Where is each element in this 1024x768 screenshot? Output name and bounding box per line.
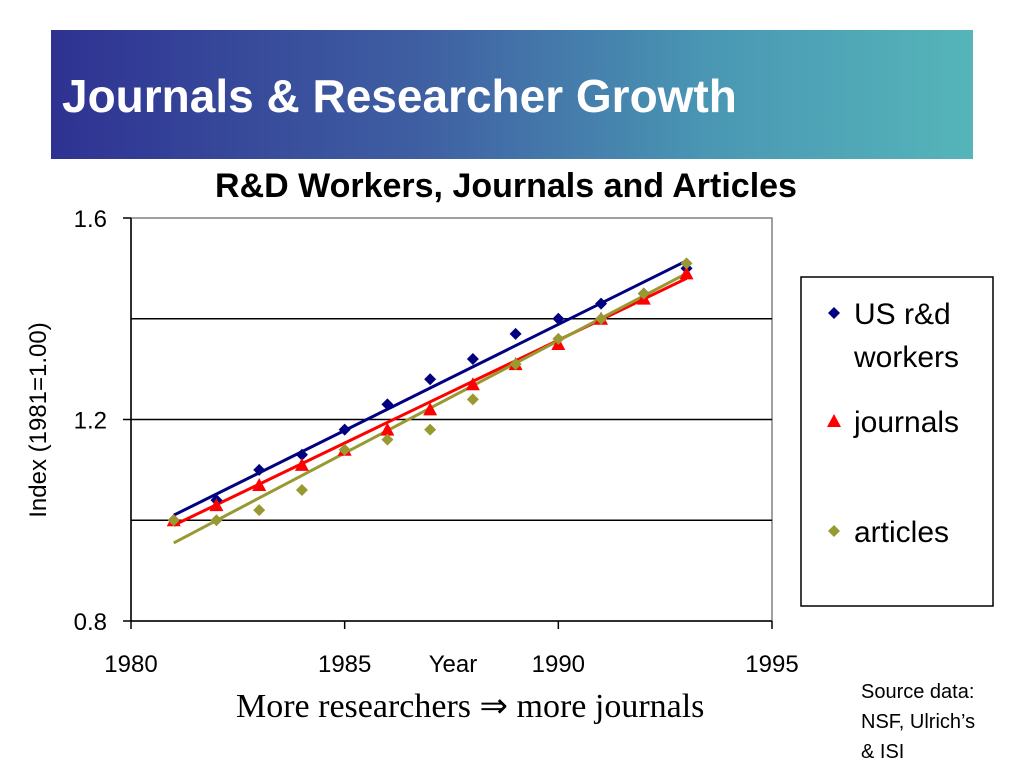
legend-marker-2 xyxy=(827,414,841,427)
series-3-point xyxy=(552,332,565,345)
chart-title: R&D Workers, Journals and Articles xyxy=(215,167,797,205)
data-markers xyxy=(166,257,694,527)
legend-label-3: articles xyxy=(854,516,949,549)
x-tick-label: 1995 xyxy=(745,651,798,678)
series-3-point xyxy=(338,443,351,456)
series-3-point xyxy=(210,514,223,527)
source-line: & ISI xyxy=(861,741,905,763)
y-tick-label: 0.8 xyxy=(74,609,107,636)
series-3-point xyxy=(637,287,650,300)
series-2-point xyxy=(294,457,309,471)
x-tick-label: 1980 xyxy=(104,651,157,678)
tick-labels: 1980 1985 1990 1995 0.8 1.2 1.6 xyxy=(74,206,799,678)
series-1-point xyxy=(595,297,608,310)
series-3-point xyxy=(595,312,608,325)
series-1-point xyxy=(338,423,351,436)
source-line: Source data: xyxy=(861,681,975,703)
series-3-point xyxy=(466,393,479,406)
legend-marker-1 xyxy=(828,307,840,319)
series-1-point xyxy=(295,448,308,461)
legend-box xyxy=(800,276,994,607)
y-tick-label: 1.2 xyxy=(74,408,107,435)
series-1-point xyxy=(466,353,479,366)
series-3-point xyxy=(381,433,394,446)
series-2-point xyxy=(465,377,480,391)
y-tick-label: 1.6 xyxy=(74,206,107,233)
series-3-point xyxy=(424,423,437,436)
x-tick-label: 1985 xyxy=(318,651,371,678)
axes xyxy=(123,217,773,629)
series-2-point xyxy=(209,498,224,512)
legend-label-2: journals xyxy=(853,406,959,439)
series-3-point xyxy=(509,358,522,371)
series-1-point xyxy=(509,327,522,340)
source-line: NSF, Ulrich’s xyxy=(861,711,976,733)
y-axis-title: Index (1981=1.00) xyxy=(25,322,52,517)
series-3-point xyxy=(295,484,308,497)
title-banner xyxy=(51,30,973,159)
x-tick-label: 1990 xyxy=(532,651,585,678)
series-1-point xyxy=(552,312,565,325)
series-1-point xyxy=(424,373,437,386)
slide-title: Journals & Researcher Growth xyxy=(62,70,737,122)
series-2-point xyxy=(252,477,267,491)
slide-caption: More researchers ⇒ more journals xyxy=(236,688,705,725)
series-3-point xyxy=(680,257,693,270)
gridlines xyxy=(131,318,772,521)
series-2-point xyxy=(679,266,694,280)
series-2-point xyxy=(380,422,395,436)
series-1-point xyxy=(381,398,394,411)
source-note: Source data: NSF, Ulrich’s & ISI xyxy=(861,677,1021,767)
legend: US r&d workers journals articles xyxy=(827,298,959,549)
series-1-point xyxy=(253,463,266,476)
series-2-point xyxy=(423,402,438,416)
legend-label-1: US r&d xyxy=(854,298,951,331)
legend-label-1: workers xyxy=(853,341,959,374)
x-axis-title: Year xyxy=(429,651,478,678)
legend-marker-3 xyxy=(828,525,840,537)
series-3-point xyxy=(167,514,180,527)
series-3-point xyxy=(253,504,266,517)
